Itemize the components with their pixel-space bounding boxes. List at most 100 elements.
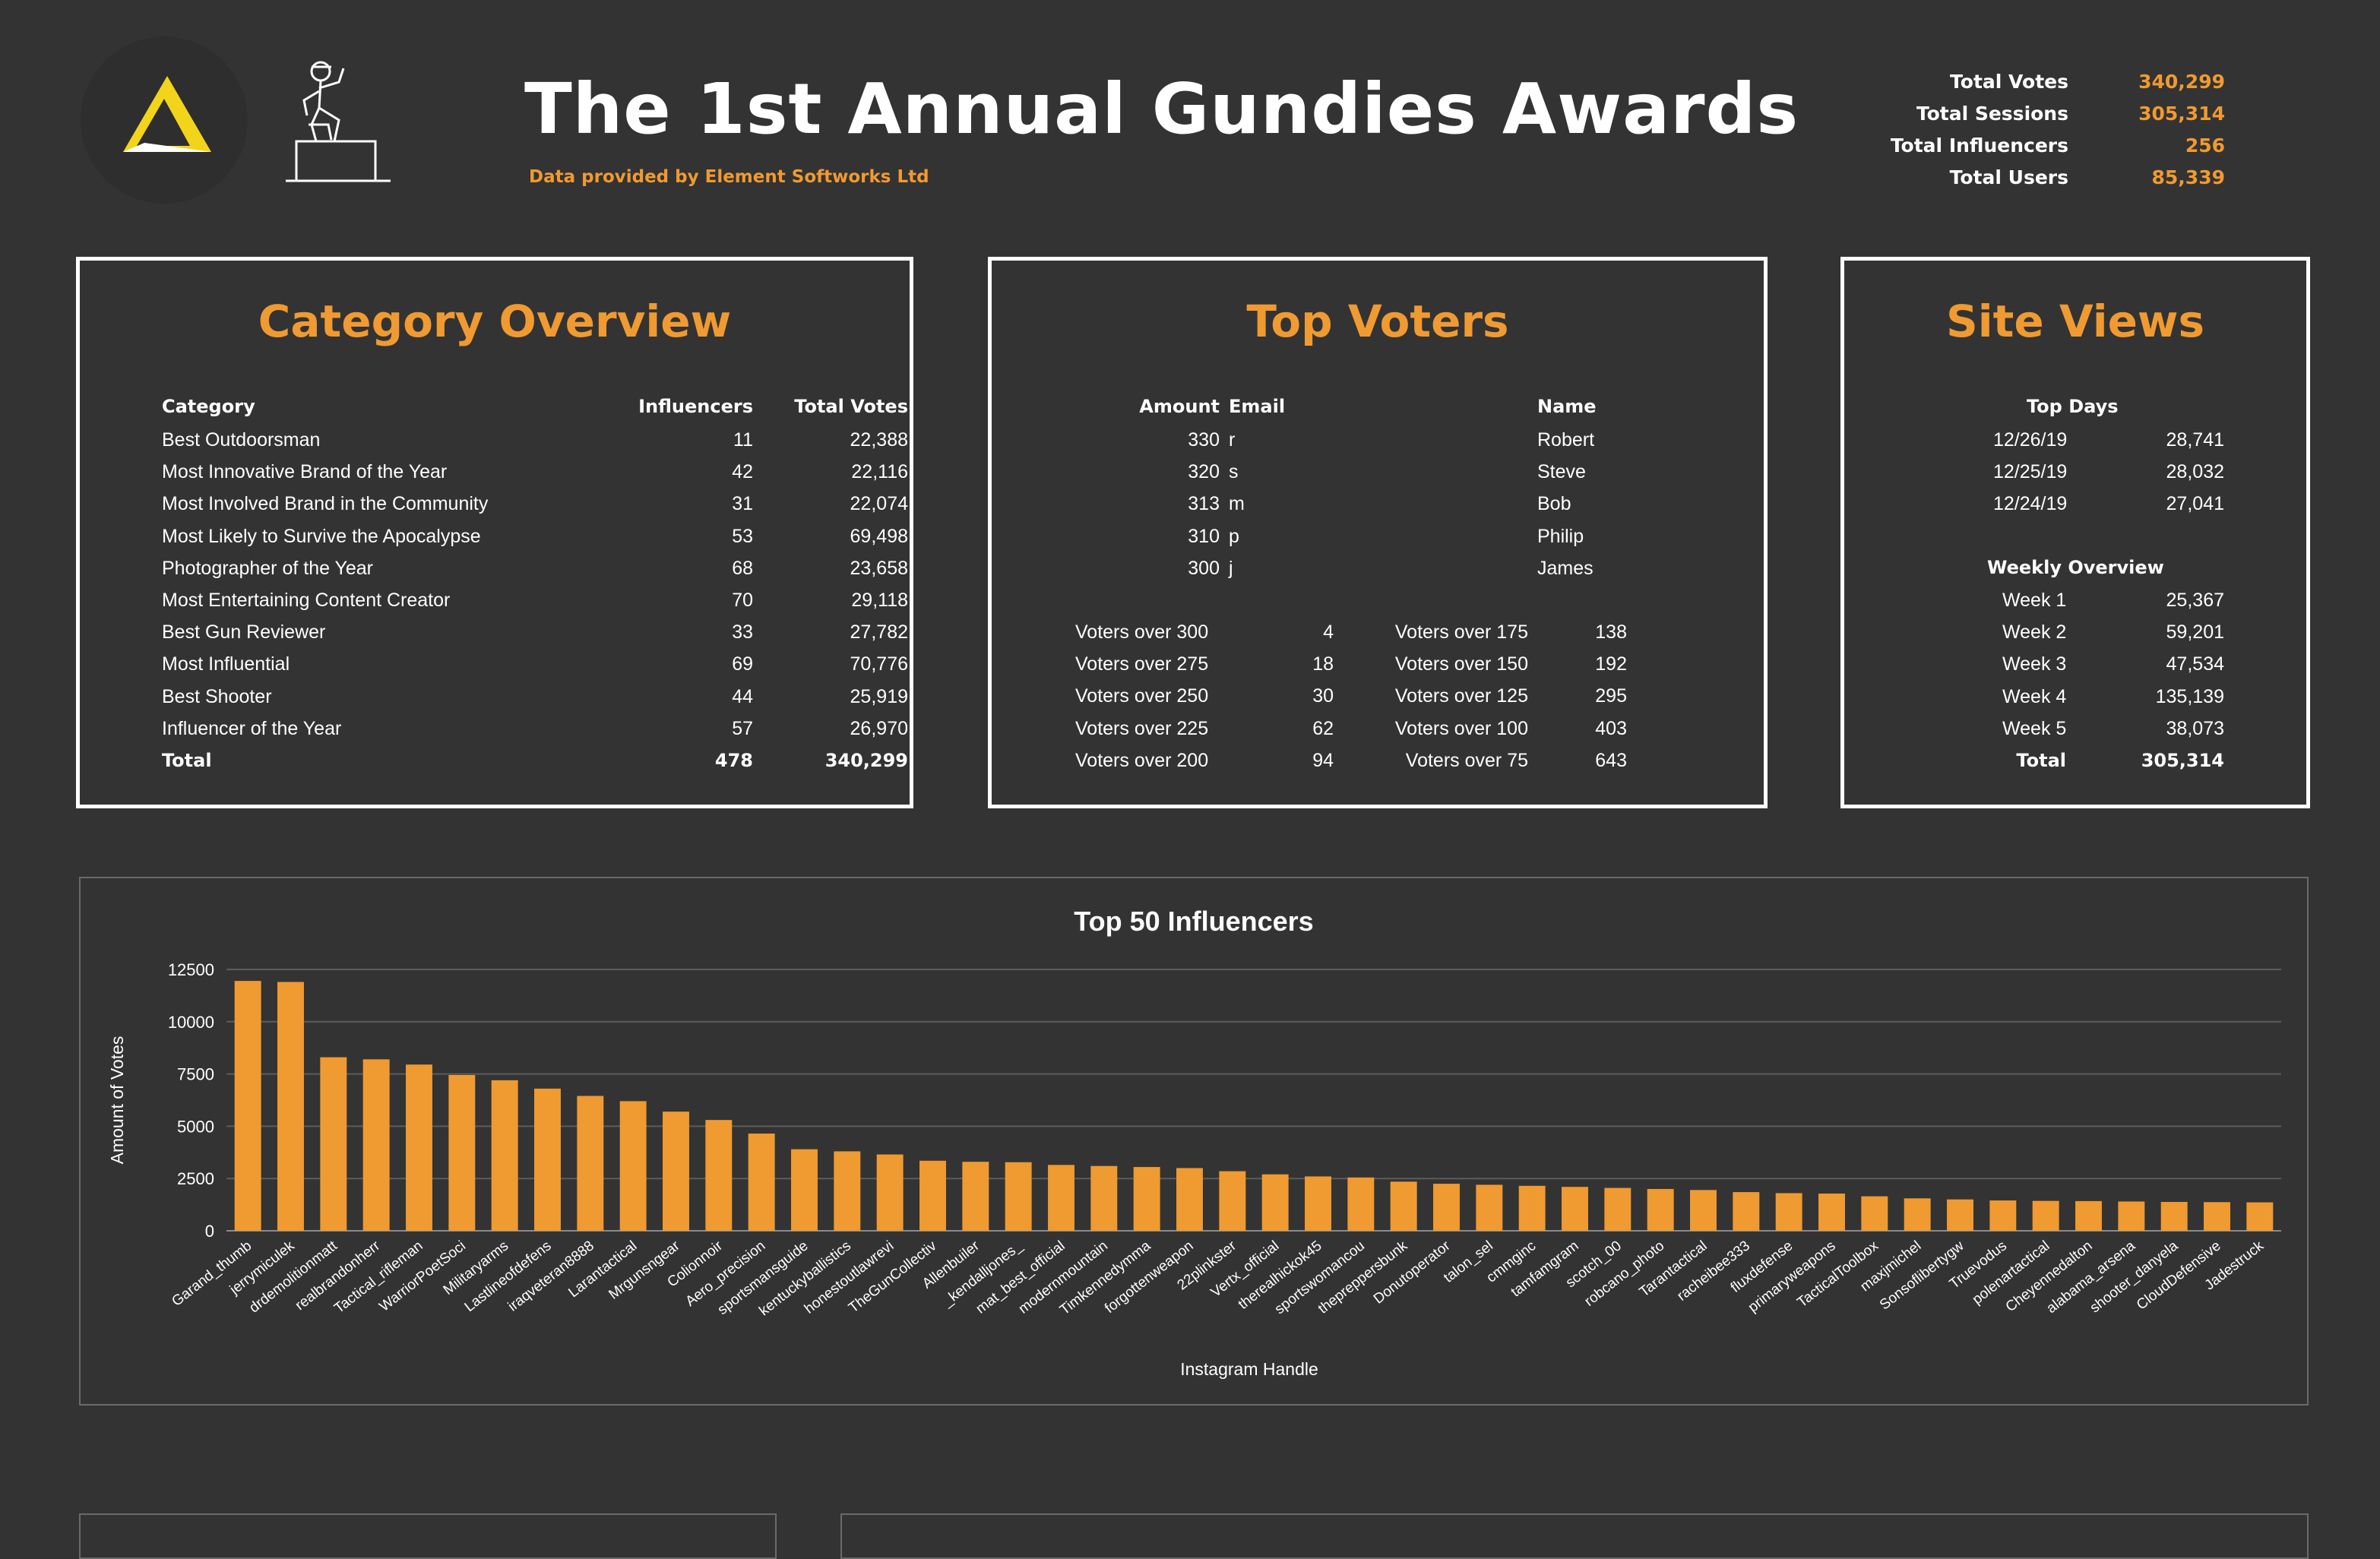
column-header-votes: Total Votes — [794, 396, 908, 417]
category-name: Most Entertaining Content Creator — [162, 590, 451, 611]
threshold-value: 18 — [1312, 653, 1334, 675]
bar — [1904, 1198, 1931, 1231]
category-votes: 27,782 — [850, 621, 908, 644]
category-influencers: 68 — [732, 557, 753, 579]
category-influencers: 11 — [733, 429, 753, 451]
y-axis-label: Amount of Votes — [107, 1036, 127, 1165]
voter-amount: 310 — [1188, 525, 1220, 547]
top-day-date: 12/24/19 — [1993, 493, 2068, 515]
bar — [2160, 1202, 2188, 1231]
threshold-label: Voters over 75 — [1405, 749, 1528, 771]
bar — [791, 1149, 818, 1231]
week-views: 25,367 — [2166, 590, 2224, 611]
week-label: Week 5 — [2002, 717, 2067, 739]
category-votes: 69,498 — [850, 525, 908, 547]
bar — [663, 1112, 689, 1231]
bar — [1861, 1196, 1888, 1231]
category-name: Best Outdoorsman — [162, 429, 321, 451]
stat-label-votes: Total Votes — [1950, 71, 2068, 93]
site-total-views: 305,314 — [2141, 750, 2224, 771]
voter-amount: 330 — [1188, 429, 1220, 451]
threshold-label: Voters over 150 — [1394, 653, 1528, 675]
category-influencers: 31 — [732, 493, 753, 515]
category-total-label: Total — [162, 750, 212, 771]
category-name: Most Influential — [162, 653, 290, 675]
bar — [2075, 1200, 2102, 1231]
voter-email: p — [1229, 525, 1239, 547]
threshold-value: 295 — [1595, 685, 1627, 707]
week-label: Week 3 — [2002, 653, 2067, 675]
bar — [1133, 1167, 1160, 1231]
stat-value-votes: 340,299 — [2138, 71, 2225, 93]
voter-name: Bob — [1537, 493, 1571, 515]
y-tick-label: 10000 — [168, 1013, 214, 1032]
category-votes: 29,118 — [851, 590, 908, 611]
bar — [834, 1151, 861, 1231]
bar — [619, 1101, 647, 1231]
statue-logo-icon — [286, 61, 391, 182]
x-axis-label: Instagram Handle — [1180, 1359, 1318, 1379]
week-label: Week 2 — [2002, 621, 2067, 644]
category-influencers: 53 — [732, 525, 753, 547]
bar — [1305, 1176, 1331, 1231]
panel-title: Category Overview — [258, 296, 732, 347]
weekly-overview-header: Weekly Overview — [1987, 557, 2164, 578]
threshold-label: Voters over 250 — [1075, 685, 1209, 707]
bar — [962, 1162, 989, 1231]
bar — [320, 1057, 347, 1231]
threshold-value: 192 — [1595, 653, 1627, 675]
bar — [1989, 1200, 2017, 1231]
threshold-label: Voters over 225 — [1075, 717, 1209, 739]
top-day-date: 12/25/19 — [1993, 461, 2068, 483]
bar — [1647, 1188, 1674, 1231]
bar — [705, 1120, 733, 1231]
bar — [277, 982, 304, 1231]
site-views-panel: Site Views Top Days Weekly Overview 12/2… — [1840, 257, 2310, 808]
bar — [1390, 1181, 1417, 1231]
bar — [1947, 1199, 1973, 1231]
category-votes: 23,658 — [850, 557, 908, 579]
page-subtitle: Data provided by Element Softworks Ltd — [529, 167, 929, 187]
category-name: Influencer of the Year — [162, 717, 342, 739]
bar — [1261, 1174, 1289, 1231]
stat-label-influencers: Total Influencers — [1890, 134, 2068, 157]
bar — [919, 1160, 946, 1231]
bottom-left-panel — [79, 1513, 777, 1559]
threshold-value: 403 — [1595, 717, 1627, 739]
bar — [1518, 1185, 1546, 1231]
top-voters-panel: Top Voters Amount Email Name 330 r Robert 3… — [988, 257, 1768, 808]
stat-value-influencers: 256 — [2185, 134, 2225, 157]
voter-name: Robert — [1537, 429, 1595, 451]
category-influencers: 33 — [732, 621, 753, 644]
x-tick-label: racheibee333 — [1674, 1238, 1753, 1304]
voter-email: s — [1229, 461, 1239, 483]
y-tick-label: 5000 — [177, 1117, 214, 1136]
bar — [2204, 1202, 2230, 1231]
bar — [1176, 1168, 1203, 1231]
threshold-label: Voters over 100 — [1394, 717, 1528, 739]
bottom-right-panel — [840, 1513, 2309, 1559]
bar — [1048, 1165, 1074, 1231]
voter-name: Steve — [1537, 461, 1586, 483]
stat-value-sessions: 305,314 — [2138, 103, 2225, 125]
threshold-label: Voters over 175 — [1394, 621, 1528, 643]
bar — [1733, 1192, 1760, 1231]
threshold-value: 138 — [1595, 621, 1627, 643]
week-views: 135,139 — [2155, 685, 2224, 707]
bar — [2032, 1200, 2059, 1231]
bar — [1090, 1165, 1118, 1231]
bar — [1818, 1194, 1845, 1231]
top-day-date: 12/26/19 — [1993, 429, 2068, 451]
voter-amount: 300 — [1188, 557, 1220, 579]
bar — [1604, 1187, 1632, 1231]
bar — [2246, 1202, 2274, 1231]
category-votes: 26,970 — [850, 717, 908, 739]
voter-email: r — [1229, 429, 1236, 451]
category-votes: 22,388 — [850, 429, 908, 451]
triangle-logo-icon — [123, 76, 211, 152]
voter-name: Philip — [1537, 525, 1584, 547]
threshold-value: 30 — [1312, 685, 1334, 707]
column-header-email: Email — [1229, 396, 1286, 417]
category-name: Most Likely to Survive the Apocalypse — [162, 525, 481, 547]
stat-value-users: 85,339 — [2151, 166, 2225, 188]
